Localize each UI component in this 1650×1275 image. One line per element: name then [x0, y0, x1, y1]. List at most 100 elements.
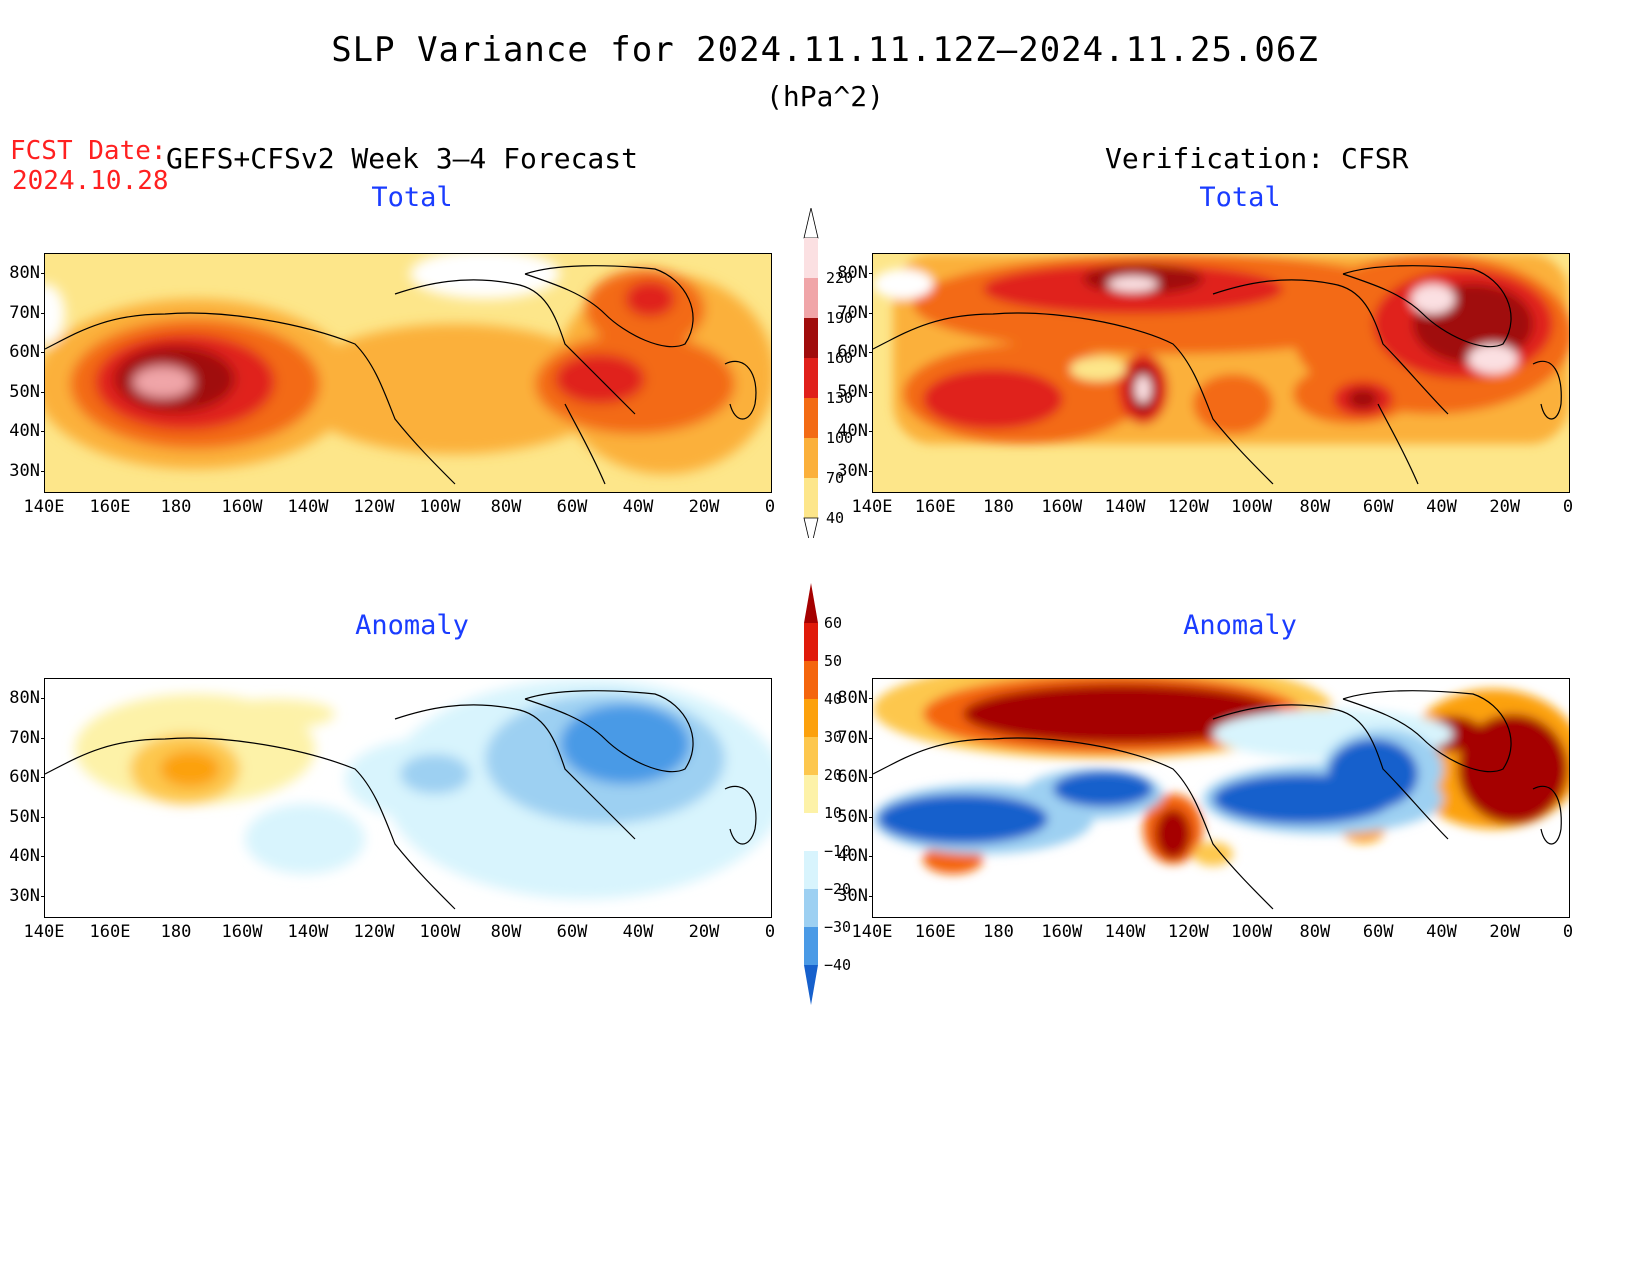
- verification-anomaly-lat-tick-mark: [869, 737, 873, 739]
- colorbar-anomaly-swatch: [804, 851, 818, 889]
- colorbar-anomaly-swatch: [804, 889, 818, 927]
- forecast-total-lat-tick: 80N: [9, 263, 40, 283]
- verification-total-lon-tick: 180: [983, 497, 1014, 517]
- verification-total-lat-tick-mark: [869, 273, 873, 274]
- verification-anomaly-lon-tick: 20W: [1489, 922, 1521, 942]
- forecast-anomaly-lat-tick-mark: [41, 856, 45, 857]
- colorbar-total-label: 130: [826, 389, 853, 407]
- colorbar-anomaly-label: 30: [824, 728, 842, 746]
- verification-anomaly-lat-tick: 30N: [837, 885, 868, 906]
- forecast-total-lat-tick: 30N: [9, 460, 40, 481]
- verification-anomaly-lon-tick: 160E: [914, 922, 956, 942]
- forecast-anomaly-lon-tick: 100W: [419, 922, 461, 942]
- verification-total-lon-tick: 140W: [1104, 497, 1146, 517]
- forecast-anomaly-lat-tick-mark: [41, 816, 45, 818]
- colorbar-anomaly-label: 60: [824, 614, 842, 632]
- verification-anomaly-lon-tick: 140W: [1104, 922, 1146, 942]
- colorbar-anomaly-swatch: [804, 813, 818, 851]
- verification-anomaly-lon-tick: 40W: [1426, 922, 1457, 942]
- verification-anomaly-lon-tick: 120W: [1167, 922, 1209, 942]
- colorbar-total-bottom-arrow: [803, 517, 819, 538]
- forecast-anomaly-lon-tick: 160W: [221, 922, 263, 942]
- verification-anomaly-lon-tick: 140E: [851, 922, 893, 942]
- colorbar-total-label: 40: [826, 509, 844, 527]
- forecast-anomaly-lon-tick: 120W: [353, 922, 395, 942]
- fcst-date-value: 2024.10.28: [12, 166, 169, 196]
- verification-anomaly-lon-tick: 100W: [1231, 922, 1273, 942]
- forecast-total-lat-tick-mark: [41, 391, 45, 393]
- forecast-total-lon-tick: 180: [160, 497, 192, 517]
- colorbar-anomaly-label: −20: [824, 880, 851, 898]
- verification-anomaly-lat-tick: 50N: [837, 806, 868, 827]
- forecast-total-lat-tick-mark: [41, 273, 45, 274]
- forecast-total-lon-tick: 20W: [688, 497, 720, 517]
- colorbar-total-swatch: [804, 358, 818, 398]
- forecast-anomaly-lat-tick: 40N: [9, 846, 40, 866]
- forecast-total-lon-tick: 40W: [622, 497, 654, 517]
- colorbar-anomaly-top-arrow: [804, 583, 818, 623]
- forecast-anomaly-lon-tick: 160E: [89, 922, 131, 942]
- colorbar-total-label: 220: [826, 269, 853, 287]
- verification-anomaly-lat-tick: 80N: [837, 688, 868, 708]
- colorbar-total: 40 70 100 130 160 190 220: [803, 208, 853, 538]
- forecast-anomaly-lon-tick: 60W: [556, 922, 588, 942]
- verification-total-lon-tick: 100W: [1231, 497, 1273, 517]
- forecast-anomaly-lat-tick: 80N: [9, 688, 40, 708]
- forecast-total-lat-tick: 70N: [9, 302, 40, 323]
- verification-header: Verification: CFSR: [1105, 142, 1409, 175]
- forecast-total-lon-tick: 140E: [23, 497, 65, 517]
- forecast-anomaly-lon-tick: 180: [160, 922, 192, 942]
- forecast-total-lat-tick: 50N: [9, 381, 40, 402]
- verification-total-lat-tick: 80N: [837, 263, 868, 283]
- verification-total-lon-tick: 40W: [1426, 497, 1457, 517]
- colorbar-anomaly: 60 50 40 30 20 10 −10 −20 −30 −40: [804, 583, 851, 1005]
- forecast-header: GEFS+CFSv2 Week 3–4 Forecast: [166, 142, 639, 175]
- forecast-total-lat-tick-mark: [41, 431, 45, 432]
- forecast-total-lon-tick: 140W: [287, 497, 329, 517]
- verification-anomaly-lat-tick-mark: [869, 816, 873, 818]
- verification-anomaly-lat-tick-mark: [869, 698, 873, 699]
- forecast-anomaly-lon-tick: 80W: [490, 922, 522, 942]
- colorbar-total-label: 160: [826, 349, 853, 367]
- verification-anomaly-lat-tick-mark: [869, 777, 873, 778]
- verification-total-lat-tick: 30N: [837, 460, 868, 481]
- fcst-date-label: FCST Date:: [10, 136, 167, 166]
- verification-anomaly-map: [872, 678, 1570, 918]
- forecast-anomaly-lat-tick-mark: [41, 895, 45, 897]
- forecast-anomaly-map: [44, 678, 772, 918]
- colorbar-total-swatch: [804, 438, 818, 478]
- verification-total-lon-tick: 60W: [1362, 497, 1394, 517]
- colorbar-anomaly-label: −10: [824, 842, 851, 860]
- verification-total-lon-tick: 80W: [1299, 497, 1331, 517]
- verification-total-lat-tick-mark: [869, 431, 873, 432]
- verification-total-lon-tick: 20W: [1489, 497, 1521, 517]
- forecast-anomaly-lat-tick: 30N: [9, 885, 40, 906]
- colorbar-total-swatch: [804, 318, 818, 358]
- colorbar-anomaly-label: −40: [824, 956, 851, 974]
- forecast-anomaly-lon-tick: 140E: [23, 922, 65, 942]
- verification-total-lat-tick-mark: [869, 391, 873, 393]
- colorbar-total-swatch: [804, 238, 818, 278]
- forecast-total-lon-tick: 120W: [353, 497, 395, 517]
- colorbar-anomaly-swatch: [804, 699, 818, 737]
- verification-total-lat-tick: 70N: [837, 302, 868, 323]
- forecast-total-lat-tick: 40N: [9, 421, 40, 441]
- colorbar-total-swatch: [804, 478, 818, 518]
- verification-anomaly-title: Anomaly: [1183, 610, 1297, 641]
- forecast-anomaly-lon-tick: 0: [764, 922, 776, 942]
- colorbar-total-swatch: [804, 398, 818, 438]
- forecast-anomaly-title: Anomaly: [355, 610, 469, 641]
- units-label: (hPa^2): [765, 80, 884, 113]
- verification-total-title: Total: [1199, 182, 1281, 213]
- verification-total-map: [872, 253, 1570, 493]
- verification-anomaly-lat-tick: 40N: [837, 846, 868, 866]
- main-title: SLP Variance for 2024.11.11.12Z–2024.11.…: [331, 30, 1319, 70]
- verification-total-lon-tick: 120W: [1167, 497, 1209, 517]
- verification-anomaly-lat-tick-mark: [869, 856, 873, 857]
- forecast-anomaly-lon-tick: 40W: [622, 922, 654, 942]
- colorbar-anomaly-swatch: [804, 623, 818, 661]
- colorbar-total-label: 70: [826, 469, 844, 487]
- forecast-anomaly-lat-tick-mark: [41, 698, 45, 699]
- verification-anomaly-lon-tick: 80W: [1299, 922, 1331, 942]
- verification-anomaly-lon-tick: 0: [1562, 922, 1574, 942]
